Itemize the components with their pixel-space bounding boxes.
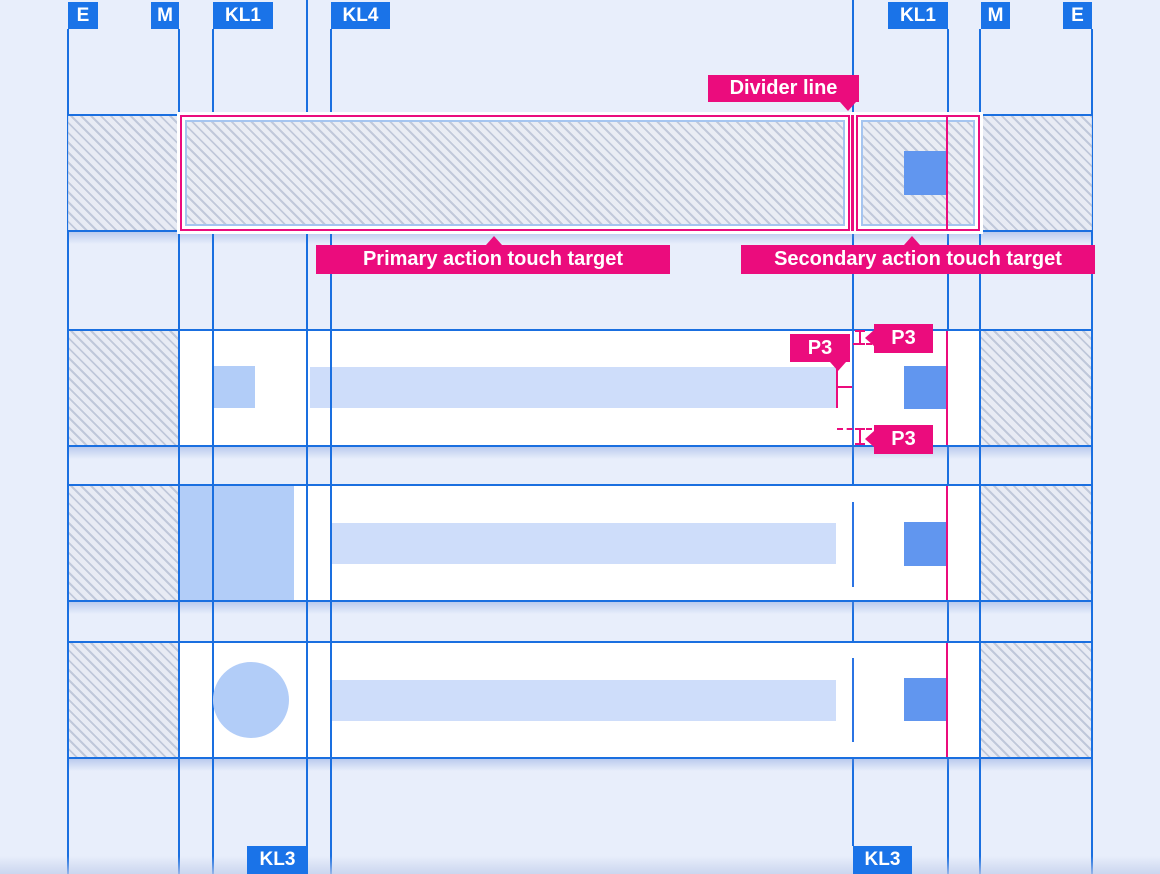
p3-left-chip-label: P3 <box>807 336 833 359</box>
primary-touch-target-outline <box>180 115 850 231</box>
chip-kl4: KL4 <box>331 2 390 29</box>
row1-left-margin-hatch <box>68 331 179 445</box>
p3-bar-end-tick <box>836 367 838 408</box>
p3-top-chip-arrow <box>865 330 874 346</box>
p3-top-chip-label: P3 <box>891 327 916 349</box>
row2-top-line <box>68 329 1092 331</box>
p3-bottom-chip-label: P3 <box>891 428 916 450</box>
chip-margin-right-label: M <box>987 4 1004 26</box>
divider-line-callout-arrow <box>840 102 856 111</box>
primary-touch-target-hatch <box>185 120 845 226</box>
row2-shadow <box>68 602 1092 614</box>
row1-divider-segment <box>852 331 854 445</box>
chip-edge-right-label: E <box>1071 4 1084 26</box>
p3-bottom-dashed-extension <box>837 428 872 430</box>
p3-top-dashed-extension <box>853 343 872 345</box>
row3-top-line <box>68 484 1092 486</box>
row3-divider-segment <box>852 658 854 742</box>
row3-left-margin-hatch <box>68 643 179 757</box>
chip-kl1-right-label: KL1 <box>900 4 936 26</box>
p3-top-ibeam-stem <box>859 331 861 345</box>
keyline-kl4-left <box>330 29 332 874</box>
secondary-touch-target-callout-arrow <box>904 236 920 245</box>
row2-left-margin-hatch <box>68 486 179 600</box>
row3-bottom-line <box>68 600 1092 602</box>
primary-touch-target-callout-label: Primary action touch target <box>362 248 624 270</box>
secondary-touch-target-callout: Secondary action touch target <box>741 245 1095 274</box>
row4-bottom-line <box>68 757 1092 759</box>
row2-kl1-right-keyline <box>946 486 948 600</box>
row1-shadow <box>68 447 1092 459</box>
row3-secondary-action-icon <box>904 678 948 721</box>
row2-bottom-line <box>68 445 1092 447</box>
chip-margin-left: M <box>151 2 179 29</box>
row4-top-line <box>68 641 1092 643</box>
chip-margin-left-label: M <box>157 4 173 26</box>
chip-kl1-right: KL1 <box>888 2 948 29</box>
row1-right-margin-hatch <box>981 331 1092 445</box>
row1-text-placeholder <box>310 367 837 408</box>
keyline-kl1-right <box>947 29 949 874</box>
p3-bottom-ibeam-stem <box>859 429 861 445</box>
chip-kl3-right-label: KL3 <box>864 849 901 870</box>
keyline-e-left <box>67 29 69 874</box>
p3-bottom-ibeam-cap2 <box>855 443 865 445</box>
p3-left-chip: P3 <box>790 334 850 362</box>
band1-bottom-line <box>68 230 1092 232</box>
p3-left-chip-arrow <box>830 362 846 371</box>
row1-leading-icon-placeholder <box>213 366 255 408</box>
row2-secondary-action-icon <box>904 522 948 566</box>
chip-kl1-left: KL1 <box>213 2 273 29</box>
p3-top-ibeam-cap1 <box>855 330 865 332</box>
row3-right-margin-hatch <box>981 643 1092 757</box>
divider-line-callout-label: Divider line <box>729 77 838 99</box>
chip-kl4-label: KL4 <box>342 4 379 26</box>
row3-kl1-right-keyline <box>946 643 948 757</box>
chip-margin-right: M <box>981 2 1010 29</box>
row2-thumbnail-placeholder <box>179 486 294 600</box>
chip-edge-left-label: E <box>76 4 90 26</box>
band1-shadow <box>68 232 1092 244</box>
p3-horizontal-measure <box>838 386 852 388</box>
p3-top-chip: P3 <box>874 324 933 353</box>
p3-bottom-ibeam-cap1 <box>855 428 865 430</box>
chip-edge-right: E <box>1063 2 1092 29</box>
keyline-m-right <box>979 29 981 874</box>
row3-avatar-placeholder <box>213 662 289 738</box>
row3-shadow <box>68 759 1092 771</box>
chip-kl3-right: KL3 <box>853 846 912 874</box>
row1-secondary-action-icon <box>904 366 948 409</box>
keyline-m-left <box>178 29 180 874</box>
row1-kl1-right-keyline <box>946 331 948 445</box>
keyline-unlabeled-307 <box>306 0 308 846</box>
keyline-kl1-left <box>212 29 214 874</box>
chip-edge-left: E <box>68 2 98 29</box>
row2-right-margin-hatch <box>981 486 1092 600</box>
chip-kl3-left-label: KL3 <box>259 849 296 870</box>
keyline-e-right <box>1091 29 1093 874</box>
p3-bottom-chip-arrow <box>865 431 874 447</box>
row2-text-placeholder <box>332 523 836 564</box>
divider-line-callout: Divider line <box>708 75 859 102</box>
secondary-touch-target-callout-label: Secondary action touch target <box>774 248 1062 270</box>
primary-touch-target-callout: Primary action touch target <box>316 245 670 274</box>
chip-kl3-left: KL3 <box>247 846 308 874</box>
bottom-edge-fade <box>0 856 1160 874</box>
chip-kl1-left-label: KL1 <box>225 4 261 26</box>
p3-bottom-chip: P3 <box>874 425 933 454</box>
divider-line <box>851 115 854 231</box>
primary-touch-target-callout-arrow <box>486 236 502 245</box>
row2-divider-segment <box>852 502 854 587</box>
band1-secondary-action-icon <box>904 151 948 195</box>
band1-kl1-right-keyline <box>946 115 948 231</box>
row3-text-placeholder <box>332 680 836 721</box>
